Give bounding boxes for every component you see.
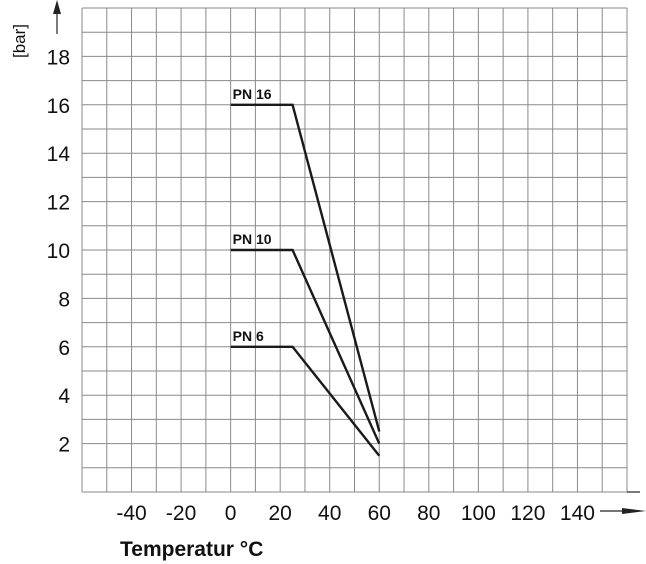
- y-tick-label: 16: [47, 95, 70, 118]
- y-tick-label: 18: [47, 46, 70, 69]
- y-tick-label: 8: [58, 288, 70, 311]
- x-tick-label: 100: [461, 502, 496, 525]
- x-tick-label: 40: [318, 502, 341, 525]
- series-line: [230, 248, 381, 445]
- x-tick-label: 0: [225, 502, 237, 525]
- y-axis-label: [bar]: [10, 24, 29, 58]
- series-lines: [230, 103, 381, 457]
- series-line: [230, 103, 381, 432]
- x-tick-label: -40: [116, 502, 146, 525]
- series-labels: PN 16 PN 10 PN 6: [233, 86, 272, 344]
- x-axis-arrow-icon: [622, 508, 646, 514]
- y-tick-labels: 2 4 6 8 10 12 14 16 18: [47, 46, 71, 456]
- x-tick-label: 140: [560, 502, 595, 525]
- x-tick-labels: -40 -20 0 20 40 60 80 100 120 140: [116, 502, 595, 525]
- x-tick-label: -20: [166, 502, 196, 525]
- y-axis-arrow-icon: [53, 0, 61, 14]
- series-label: PN 6: [233, 328, 264, 344]
- series-label: PN 10: [233, 231, 272, 247]
- x-tick-label: 60: [368, 502, 391, 525]
- y-tick-label: 2: [58, 434, 70, 457]
- y-tick-label: 4: [58, 385, 70, 408]
- series-label: PN 16: [233, 86, 272, 102]
- y-tick-label: 12: [47, 192, 70, 215]
- y-tick-label: 10: [47, 240, 70, 263]
- y-tick-label: 14: [47, 143, 71, 166]
- grid-lines: [81, 7, 628, 493]
- x-axis-label: Temperatur °C: [120, 538, 263, 561]
- x-tick-label: 80: [417, 502, 440, 525]
- y-tick-label: 6: [58, 337, 70, 360]
- series-line: [230, 345, 381, 457]
- x-tick-label: 20: [269, 502, 292, 525]
- axes: [53, 0, 646, 514]
- x-tick-label: 120: [510, 502, 545, 525]
